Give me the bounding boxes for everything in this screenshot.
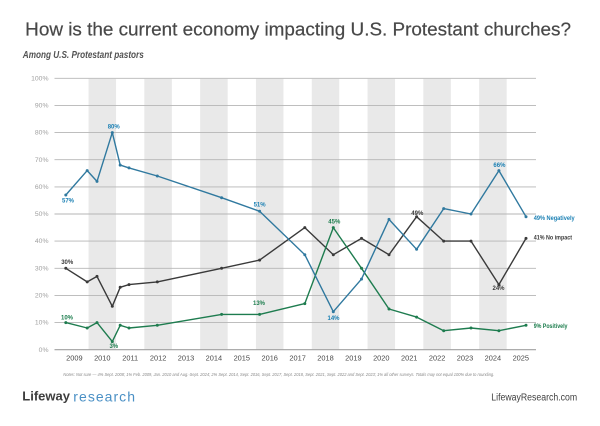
svg-text:24%: 24%	[492, 286, 505, 292]
svg-text:0%: 0%	[39, 347, 49, 354]
svg-text:40%: 40%	[35, 238, 49, 245]
svg-text:2019: 2019	[345, 353, 361, 362]
svg-text:2016: 2016	[261, 353, 277, 362]
svg-text:3%: 3%	[109, 344, 118, 350]
svg-text:70%: 70%	[35, 157, 49, 164]
svg-text:10%: 10%	[35, 320, 49, 327]
svg-text:57%: 57%	[62, 198, 75, 204]
svg-text:2018: 2018	[317, 353, 333, 362]
svg-text:20%: 20%	[35, 293, 49, 300]
svg-text:41% No impact: 41% No impact	[534, 236, 572, 242]
svg-text:2010: 2010	[94, 353, 110, 362]
svg-text:10%: 10%	[61, 316, 74, 322]
svg-text:2020: 2020	[373, 353, 389, 362]
svg-text:2025: 2025	[513, 353, 529, 362]
svg-text:2015: 2015	[234, 353, 250, 362]
svg-text:2011: 2011	[122, 353, 138, 362]
svg-text:2013: 2013	[178, 353, 194, 362]
svg-text:9% Positively: 9% Positively	[534, 324, 568, 330]
svg-text:Lifeway: Lifeway	[22, 388, 70, 403]
svg-text:2021: 2021	[401, 353, 417, 362]
svg-text:2022: 2022	[429, 353, 445, 362]
svg-text:49% Negatively: 49% Negatively	[534, 216, 576, 222]
svg-text:LifewayResearch.com: LifewayResearch.com	[491, 392, 577, 403]
svg-text:2014: 2014	[206, 353, 222, 362]
svg-text:90%: 90%	[35, 103, 49, 110]
svg-text:2017: 2017	[289, 353, 305, 362]
svg-text:49%: 49%	[411, 211, 424, 217]
svg-text:2009: 2009	[66, 353, 82, 362]
svg-text:2024: 2024	[485, 353, 501, 362]
svg-text:How is the current economy imp: How is the current economy impacting U.S…	[25, 19, 571, 39]
svg-text:80%: 80%	[35, 130, 49, 137]
svg-text:14%: 14%	[327, 316, 340, 322]
svg-text:Among U.S. Protestant pastors: Among U.S. Protestant pastors	[22, 50, 144, 61]
svg-text:2012: 2012	[150, 353, 166, 362]
svg-text:30%: 30%	[35, 265, 49, 272]
svg-text:research: research	[73, 388, 135, 404]
svg-text:100%: 100%	[31, 75, 48, 82]
svg-text:50%: 50%	[35, 211, 49, 218]
svg-text:45%: 45%	[328, 220, 341, 226]
svg-text:2023: 2023	[457, 353, 473, 362]
svg-text:30%: 30%	[61, 260, 74, 266]
svg-text:13%: 13%	[253, 301, 266, 307]
svg-text:51%: 51%	[254, 203, 267, 209]
svg-text:60%: 60%	[35, 184, 49, 191]
svg-text:80%: 80%	[108, 125, 121, 131]
svg-text:Notes: Not sure — 4% Sept. 200: Notes: Not sure — 4% Sept. 2008; 1% Feb.…	[63, 372, 494, 378]
svg-text:66%: 66%	[493, 163, 506, 169]
